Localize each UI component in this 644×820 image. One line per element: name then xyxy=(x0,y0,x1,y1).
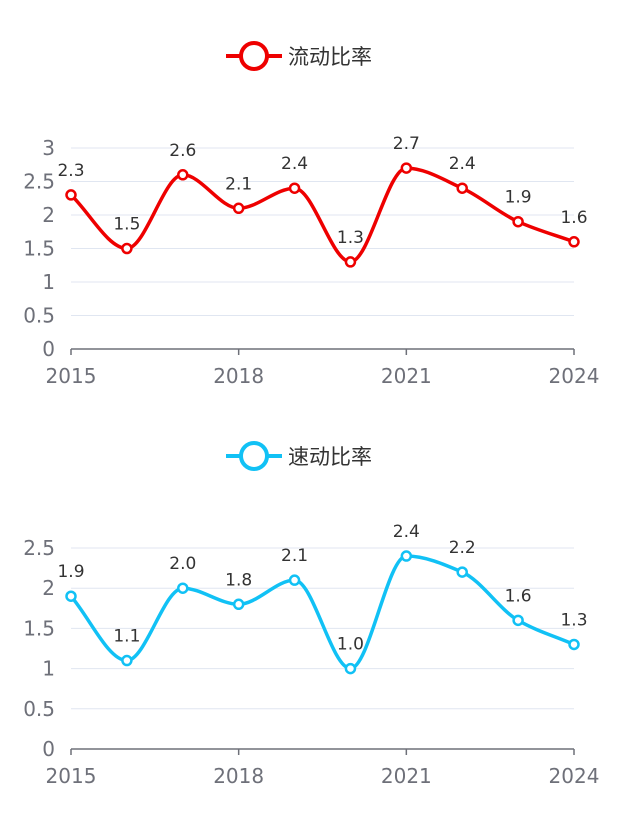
data-point[interactable] xyxy=(65,590,77,602)
data-label: 2.3 xyxy=(57,161,84,181)
x-tick-label: 2024 xyxy=(549,764,600,788)
x-tick-label: 2015 xyxy=(46,764,97,788)
x-tick-label: 2021 xyxy=(381,764,432,788)
chart-2: 速动比率 0 0.5 1 1.5 2 2.5 2015 2018 2021 2024 1.9 1.1 2.… xyxy=(23,441,600,788)
legend-marker-icon xyxy=(239,41,269,71)
data-point[interactable] xyxy=(568,236,580,248)
x-tick-label: 2021 xyxy=(381,364,432,388)
data-point[interactable] xyxy=(456,182,468,194)
data-label: 1.9 xyxy=(57,562,84,582)
x-tick-label: 2018 xyxy=(213,364,264,388)
y-tick-label: 0 xyxy=(42,737,55,761)
y-tick-label: 1.5 xyxy=(23,616,55,640)
data-label: 1.0 xyxy=(337,635,364,655)
data-point[interactable] xyxy=(400,162,413,174)
legend-label: 流动比率 xyxy=(288,45,372,69)
data-label: 1.8 xyxy=(225,570,252,590)
data-point[interactable] xyxy=(232,202,245,215)
data-label: 2.6 xyxy=(169,141,196,161)
data-label: 1.6 xyxy=(560,208,587,228)
data-point[interactable] xyxy=(512,614,524,627)
data-point[interactable] xyxy=(456,566,468,578)
data-point[interactable] xyxy=(121,654,133,667)
y-tick-label: 1 xyxy=(42,657,55,681)
y-tick-label: 0.5 xyxy=(23,697,55,721)
data-label: 1.5 xyxy=(113,215,140,235)
data-point[interactable] xyxy=(177,169,189,181)
data-label: 2.4 xyxy=(449,154,476,174)
data-label: 1.3 xyxy=(337,228,364,248)
data-point[interactable] xyxy=(288,574,301,586)
data-label: 2.7 xyxy=(393,134,420,154)
y-tick-label: 1.5 xyxy=(23,237,55,261)
data-point[interactable] xyxy=(344,662,357,675)
series-line xyxy=(69,166,576,264)
y-tick-label: 2 xyxy=(42,203,55,227)
chart-1: 流动比率 0 0.5 1 1.5 2 2.5 3 2015 2018 2021 2024 2.3 1.5 2… xyxy=(23,41,600,388)
data-label: 2.2 xyxy=(449,538,476,558)
legend-item[interactable]: 速动比率 xyxy=(226,441,372,471)
data-point[interactable] xyxy=(121,242,133,255)
x-tick-label: 2018 xyxy=(213,764,264,788)
data-point[interactable] xyxy=(512,215,524,228)
data-label: 1.9 xyxy=(505,188,532,208)
data-label: 2.1 xyxy=(225,174,252,194)
legend-marker-icon xyxy=(239,441,269,471)
legend-item[interactable]: 流动比率 xyxy=(226,41,372,71)
y-tick-label: 1 xyxy=(42,270,55,294)
data-label: 2.4 xyxy=(281,154,308,174)
data-label: 2.0 xyxy=(169,554,196,574)
data-label: 1.6 xyxy=(505,586,532,606)
data-point[interactable] xyxy=(232,598,245,611)
y-tick-label: 2.5 xyxy=(23,536,55,560)
data-label: 2.4 xyxy=(393,522,420,542)
data-point[interactable] xyxy=(65,189,77,201)
data-point[interactable] xyxy=(288,182,301,194)
data-label: 2.1 xyxy=(281,546,308,566)
y-tick-label: 0.5 xyxy=(23,304,55,328)
data-label: 1.3 xyxy=(560,610,587,630)
y-tick-label: 2.5 xyxy=(23,170,55,194)
data-point[interactable] xyxy=(400,550,413,562)
x-tick-label: 2015 xyxy=(46,364,97,388)
data-point[interactable] xyxy=(568,638,580,651)
series-line xyxy=(69,554,576,671)
data-label: 1.1 xyxy=(113,627,140,647)
y-tick-label: 0 xyxy=(42,337,55,361)
y-tick-label: 2 xyxy=(42,576,55,600)
data-point[interactable] xyxy=(177,582,189,594)
legend-label: 速动比率 xyxy=(288,445,372,469)
y-tick-label: 3 xyxy=(42,136,55,160)
data-point[interactable] xyxy=(344,256,357,268)
x-tick-label: 2024 xyxy=(549,364,600,388)
